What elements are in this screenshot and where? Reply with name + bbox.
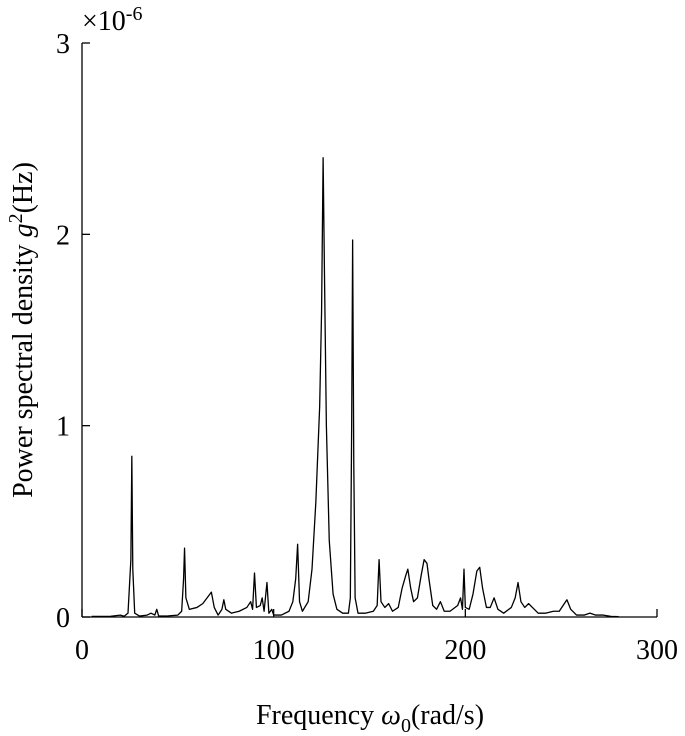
x-tick-label: 100 — [253, 635, 295, 666]
x-label-unit: (rad/s) — [411, 700, 484, 731]
y-label-symbol: g — [8, 223, 39, 237]
psd-line — [91, 157, 619, 618]
x-tick-label: 300 — [636, 635, 678, 666]
y-axis-label: Power spectral density g2(Hz) — [5, 162, 39, 498]
x-label-text: Frequency — [256, 700, 381, 731]
y-scale-base: ×10 — [82, 6, 126, 37]
y-label-text: Power spectral density — [8, 237, 39, 498]
y-tick-label: 0 — [56, 603, 70, 634]
x-label-sub: 0 — [401, 715, 411, 736]
y-label-unit: (Hz) — [8, 162, 39, 213]
y-label-sup: 2 — [5, 213, 27, 223]
y-tick-label: 2 — [56, 220, 70, 251]
x-tick-label: 200 — [444, 635, 486, 666]
y-scale-label: ×10-6 — [82, 3, 142, 37]
y-tick-label: 1 — [56, 412, 70, 443]
y-tick-label: 3 — [56, 29, 70, 60]
x-axis-label: Frequency ω0(rad/s) — [256, 700, 484, 736]
y-scale-exponent: -6 — [126, 3, 143, 25]
x-tick-label: 0 — [75, 635, 89, 666]
x-label-symbol: ω — [381, 700, 401, 731]
